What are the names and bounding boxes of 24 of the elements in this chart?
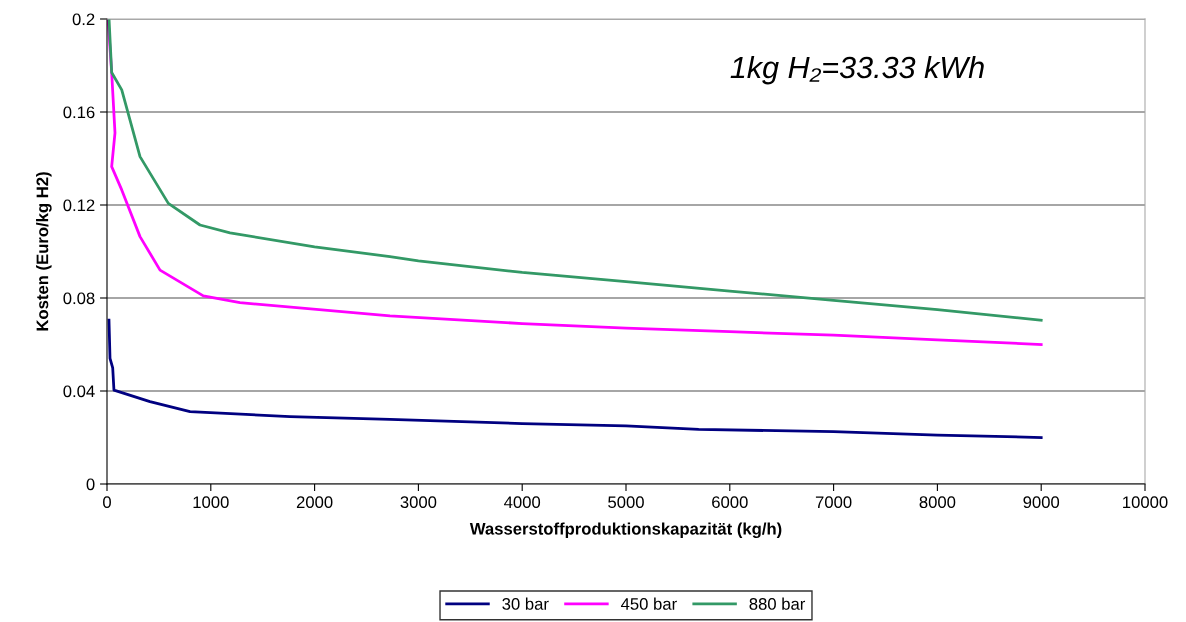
- x-tick-label: 4000: [504, 496, 541, 509]
- legend-label: 450 bar: [620, 597, 677, 610]
- y-tick-label: 0.16: [63, 106, 95, 119]
- x-tick-label: 2000: [296, 496, 333, 509]
- x-tick-label: 8000: [919, 496, 956, 509]
- x-tick-label: 9000: [1023, 496, 1060, 509]
- y-tick-label: 0: [86, 478, 95, 491]
- legend-label: 880 bar: [749, 597, 806, 610]
- y-tick-label: 0.08: [63, 292, 95, 305]
- y-tick-label: 0.12: [63, 199, 95, 212]
- y-axis-title: Kosten (Euro/kg H2): [36, 172, 52, 331]
- y-tick-label: 0.04: [63, 385, 95, 398]
- x-axis-title: Wasserstoffproduktionskapazität (kg/h): [469, 522, 782, 539]
- line-series: [107, 318, 1043, 439]
- x-tick-label: 0: [103, 496, 111, 509]
- x-tick-label: 3000: [400, 496, 437, 509]
- x-tick-label: 5000: [608, 496, 644, 509]
- annotation: 1kg H₂=33.33 kWh: [730, 55, 984, 85]
- x-tick-label: 6000: [712, 496, 748, 509]
- y-tick-label: 0.2: [72, 13, 95, 26]
- x-tick-label: 10000: [1123, 496, 1168, 509]
- legend-label: 30 bar: [502, 597, 549, 610]
- x-tick-label: 1000: [193, 496, 229, 509]
- x-tick-label: 7000: [815, 496, 852, 509]
